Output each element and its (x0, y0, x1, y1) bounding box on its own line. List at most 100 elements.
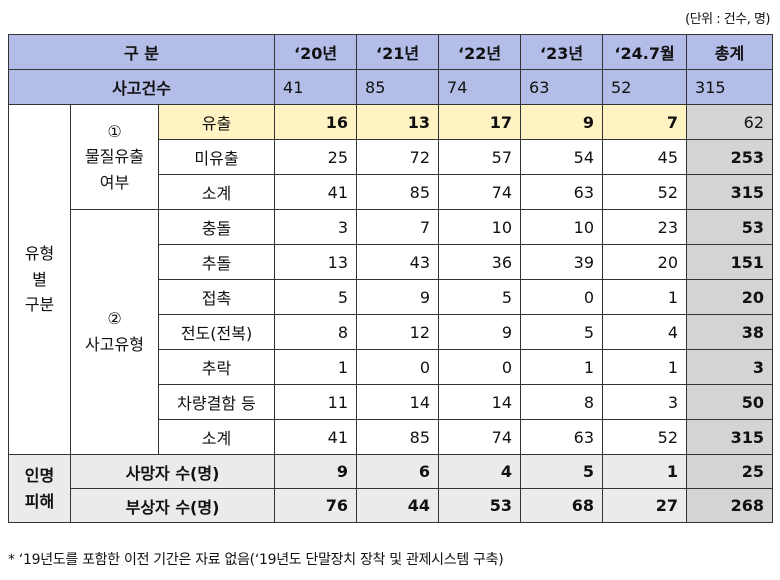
cell-value: 5 (520, 454, 604, 489)
cell-value: 5 (438, 279, 522, 315)
row-total: 50 (686, 384, 774, 420)
cell-value: 1 (602, 349, 688, 385)
cell-value: 36 (438, 244, 522, 280)
cell-value: 3 (602, 384, 688, 420)
cell-value: 6 (356, 454, 440, 489)
cell-value: 1 (602, 279, 688, 315)
cell-value: 72 (356, 139, 440, 175)
cell-value: 57 (438, 139, 522, 175)
row-label: 차량결함 등 (157, 384, 276, 420)
cell-value: 16 (274, 104, 358, 140)
row-label: 접촉 (157, 279, 276, 315)
cell-value: 23 (602, 209, 688, 245)
row-total: 268 (686, 488, 774, 523)
leak-group-label: ① 물질유출 여부 (70, 104, 159, 210)
cell-value: 44 (356, 488, 440, 523)
row-label: 추돌 (157, 244, 276, 280)
cell-value: 0 (356, 349, 440, 385)
type-row: ② 사고유형 충돌 3 7 10 10 23 53 (9, 209, 774, 455)
cell-value: 74 (438, 419, 522, 455)
cell-value: 11 (274, 384, 358, 420)
cell-value: 7 (602, 104, 688, 140)
cell-value: 74 (438, 174, 522, 210)
casualty-row: 부상자 수(명) 76 44 53 68 27 268 (9, 488, 774, 523)
casualty-row: 인명 피해 사망자 수(명) 9 6 4 5 1 25 (8, 454, 774, 523)
group-label: 유형 별 구분 (8, 104, 71, 455)
header-year: ‘23년 (520, 34, 604, 70)
row-total: 38 (686, 314, 774, 350)
cell-value: 1 (274, 349, 358, 385)
cell-value: 27 (602, 488, 688, 523)
leak-row: 미유출 25 72 57 54 45 253 (9, 139, 774, 175)
accident-count-row: 사고건수 41 85 74 63 52 315 (7, 69, 774, 105)
cell-value: 14 (438, 384, 522, 420)
header-row: 구 분 ‘20년 ‘21년 ‘22년 ‘23년 ‘24.7월 총계 (7, 34, 774, 70)
row-label: 미유출 (157, 139, 276, 175)
cell-value: 10 (520, 209, 604, 245)
cell-value: 13 (356, 104, 440, 140)
cell-value: 43 (356, 244, 440, 280)
cell-value: 10 (438, 209, 522, 245)
cell-value: 4 (438, 454, 522, 489)
leak-row: 소계 41 85 74 63 52 315 (9, 174, 774, 210)
row-label: 부상자 수(명) (69, 488, 276, 523)
cell-value: 4 (602, 314, 688, 350)
accident-count-total: 315 (686, 69, 774, 105)
accident-count-value: 74 (438, 69, 522, 105)
header-year: ‘20년 (274, 34, 358, 70)
cell-value: 5 (274, 279, 358, 315)
unit-note: (단위 : 건수, 명) (685, 12, 770, 27)
cell-value: 14 (356, 384, 440, 420)
cell-value: 52 (602, 174, 688, 210)
accident-count-value: 41 (274, 69, 358, 105)
cell-value: 9 (274, 454, 358, 489)
cell-value: 0 (438, 349, 522, 385)
cell-value: 17 (438, 104, 522, 140)
row-total: 53 (686, 209, 774, 245)
type-row: 전도(전복) 8 12 9 5 4 38 (9, 314, 774, 350)
accident-count-value: 63 (520, 69, 604, 105)
cell-value: 13 (274, 244, 358, 280)
row-total: 20 (686, 279, 774, 315)
accident-count-value: 52 (602, 69, 688, 105)
cell-value: 76 (274, 488, 358, 523)
footnote: * ‘19년도를 포함한 이전 기간은 자료 없음(‘19년도 단말장치 장착 … (8, 552, 504, 568)
cell-value: 85 (356, 419, 440, 455)
row-total: 315 (686, 174, 774, 210)
cell-value: 68 (520, 488, 604, 523)
cell-value: 54 (520, 139, 604, 175)
row-total: 253 (686, 139, 774, 175)
cell-value: 0 (520, 279, 604, 315)
cell-value: 63 (520, 419, 604, 455)
row-label: 소계 (157, 174, 276, 210)
cell-value: 25 (274, 139, 358, 175)
cell-value: 5 (520, 314, 604, 350)
cell-value: 9 (438, 314, 522, 350)
row-total: 315 (686, 419, 774, 455)
row-label: 추락 (157, 349, 276, 385)
row-total: 151 (686, 244, 774, 280)
cell-value: 8 (274, 314, 358, 350)
cell-value: 41 (274, 174, 358, 210)
type-row: 소계 41 85 74 63 52 315 (9, 419, 774, 455)
row-label: 충돌 (157, 209, 276, 245)
type-row: 추돌 13 43 36 39 20 151 (9, 244, 774, 280)
leak-row: 유형 별 구분 ① 물질유출 여부 유출 16 13 17 9 7 62 (8, 104, 774, 455)
cell-value: 12 (356, 314, 440, 350)
row-label: 유출 (157, 104, 276, 140)
accident-stats-table: 구 분 ‘20년 ‘21년 ‘22년 ‘23년 ‘24.7월 총계 사고건수 41 85 74 63 5… (7, 34, 774, 523)
type-row: 접촉 5 9 5 0 1 20 (9, 279, 774, 315)
cell-value: 41 (274, 419, 358, 455)
row-label: 소계 (157, 419, 276, 455)
header-year: ‘21년 (356, 34, 440, 70)
row-total: 62 (686, 104, 774, 140)
cell-value: 9 (356, 279, 440, 315)
cell-value: 9 (520, 104, 604, 140)
cell-value: 85 (356, 174, 440, 210)
cell-value: 1 (520, 349, 604, 385)
cell-value: 63 (520, 174, 604, 210)
cell-value: 7 (356, 209, 440, 245)
header-year: ‘22년 (438, 34, 522, 70)
type-group-label: ② 사고유형 (70, 209, 159, 455)
row-total: 25 (686, 454, 774, 489)
